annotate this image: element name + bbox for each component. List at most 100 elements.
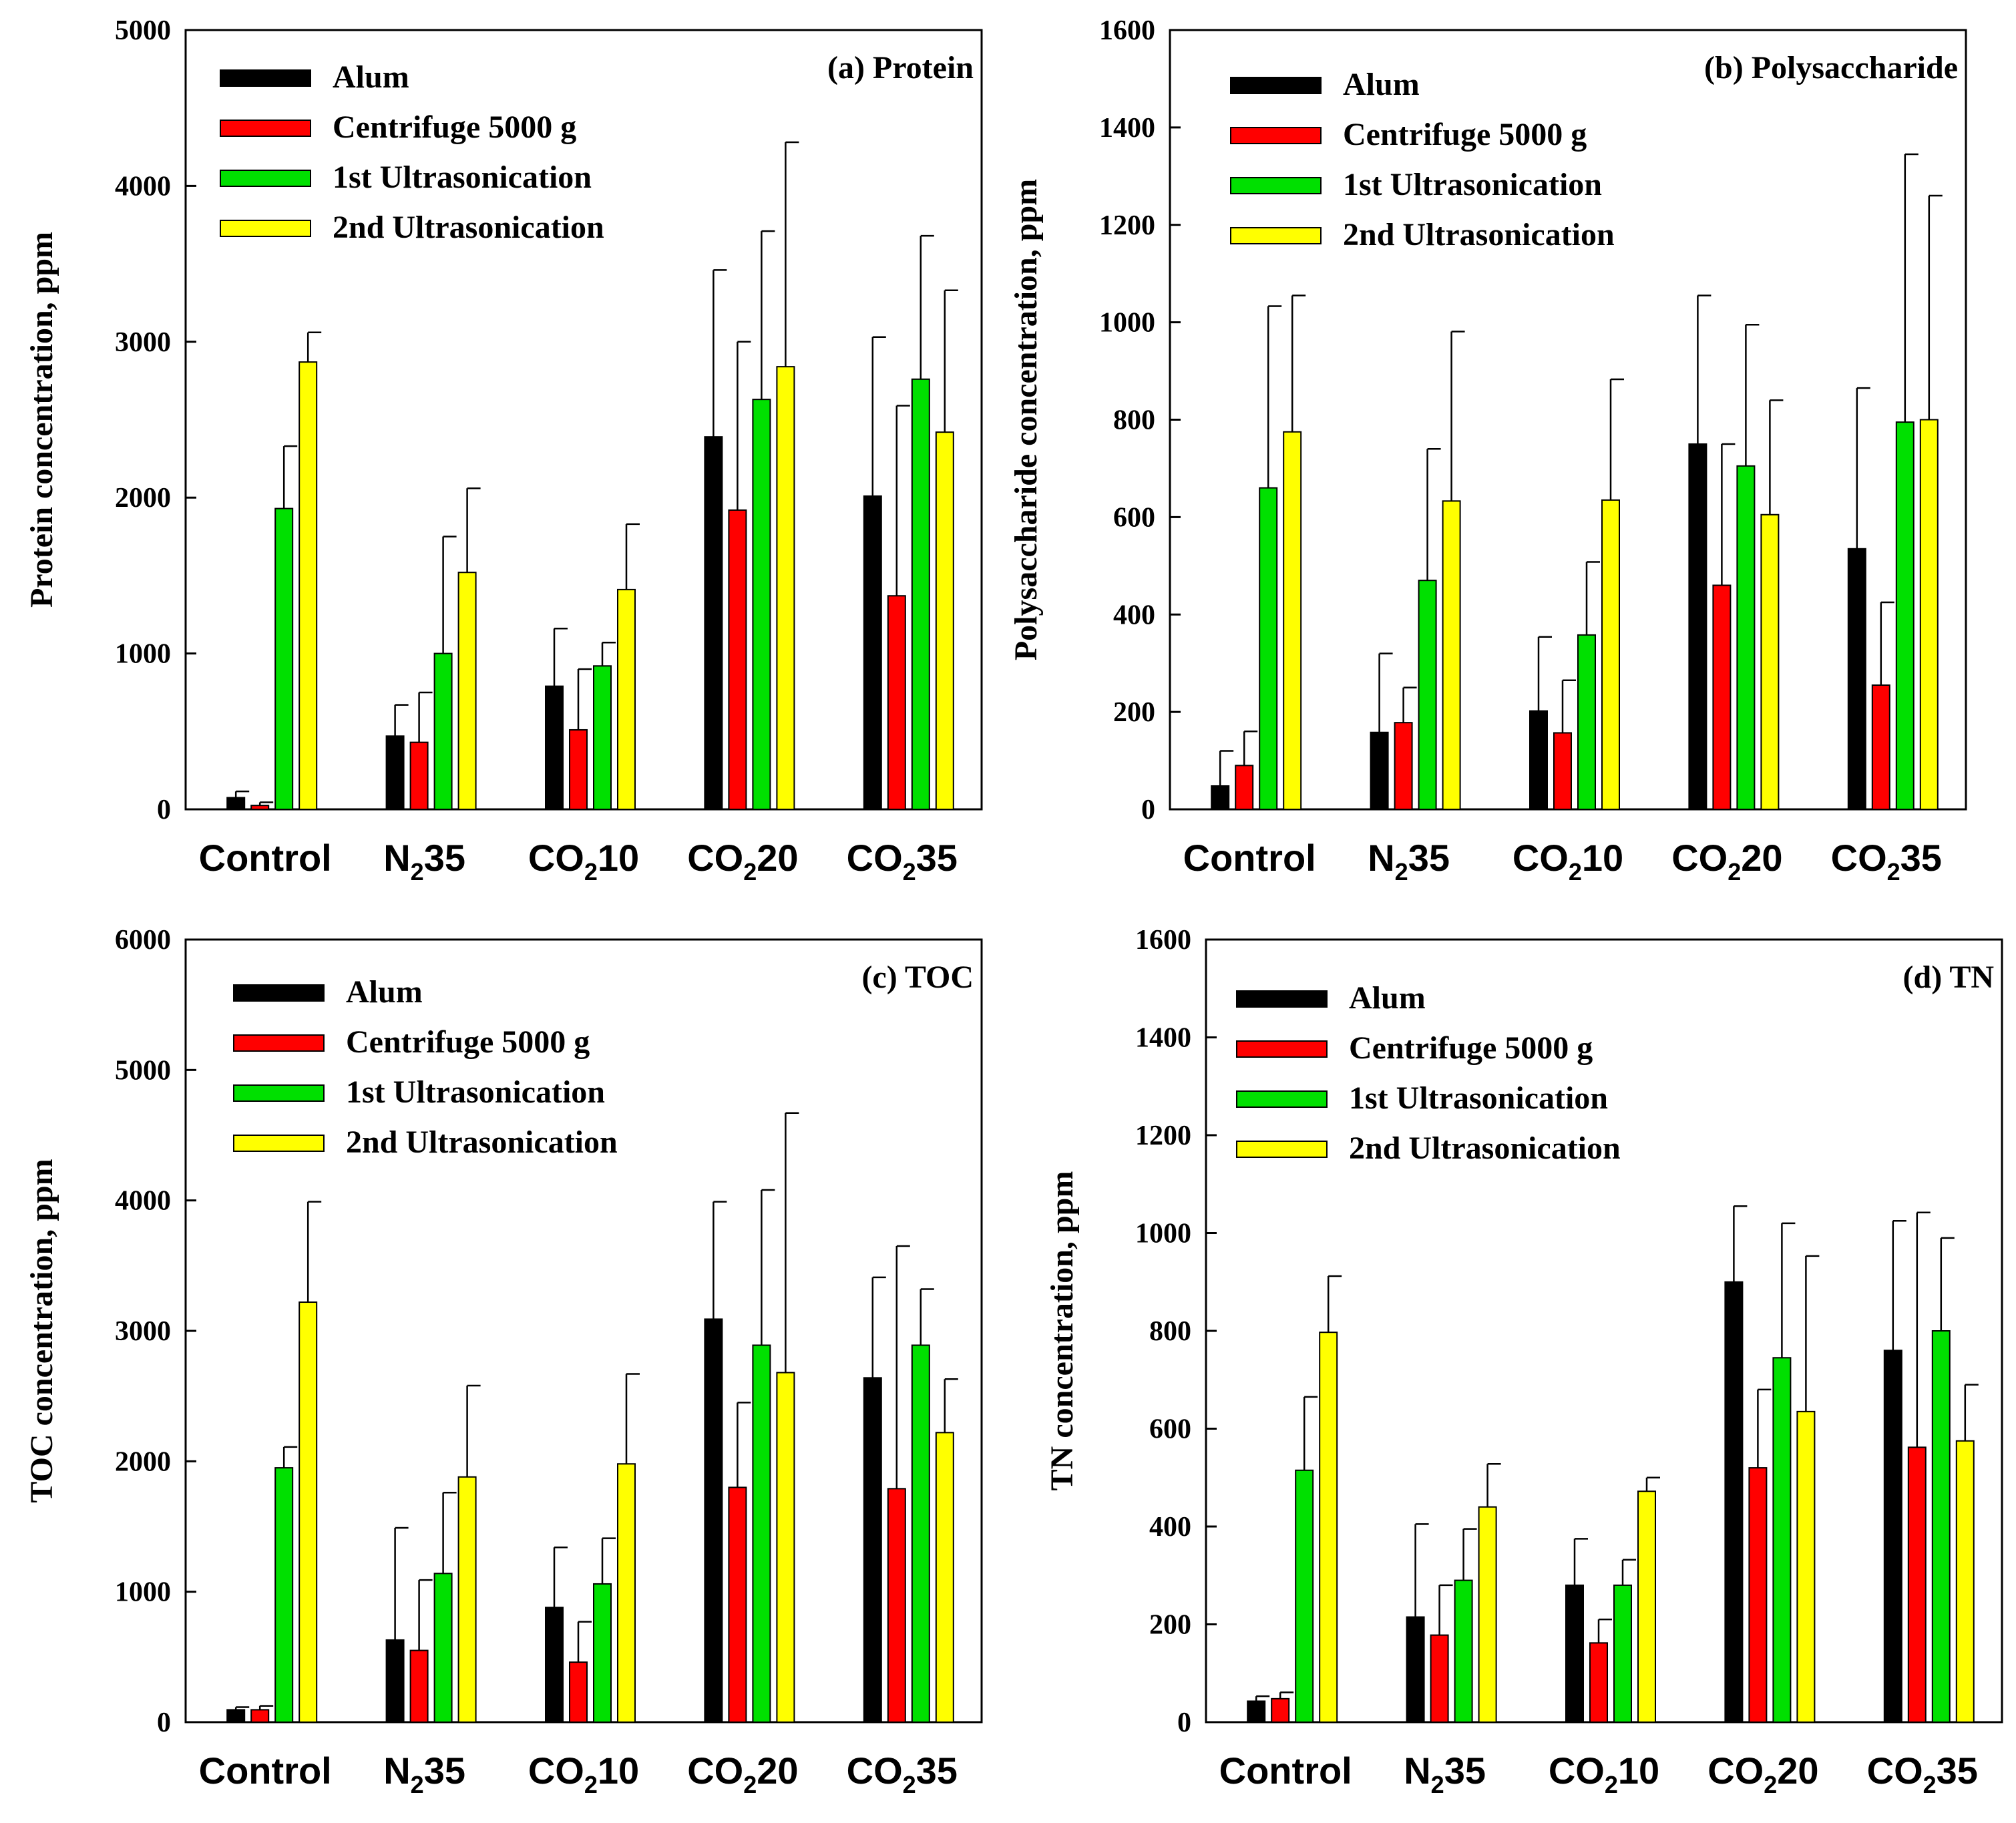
bar (887, 595, 906, 810)
y-tick-label: 0 (1141, 795, 1155, 825)
chart-panel-4: 0 200 400 600 800 1000 1200 1400 1600 TN concentr… (1044, 925, 2003, 1798)
x-tick-label: CO210 (1513, 837, 1623, 885)
x-tick-label: Control (1183, 837, 1316, 879)
bar (887, 1488, 906, 1723)
y-tick-label: 200 (1113, 697, 1155, 728)
x-tick-label: CO220 (687, 837, 798, 885)
y-tick-label: 0 (157, 795, 171, 825)
bar (1283, 431, 1302, 810)
x-tick-label: CO210 (528, 1750, 639, 1798)
panel-title: (a) Protein (827, 50, 974, 85)
bar (1430, 1634, 1449, 1723)
bar (226, 797, 246, 810)
y-tick-label: 800 (1149, 1316, 1191, 1347)
chart-panel-1: 0 1000 2000 3000 4000 5000 Protein concentrati… (24, 15, 983, 885)
bar (1478, 1506, 1497, 1723)
bar (1529, 710, 1548, 811)
bar (1271, 1697, 1290, 1724)
bar (1955, 1440, 1975, 1723)
bar (911, 378, 930, 810)
y-tick-label: 4000 (115, 171, 171, 202)
legend-swatch (220, 69, 311, 87)
legend-label: Alum (1343, 67, 1420, 102)
bar (1613, 1584, 1632, 1723)
y-tick-label: 1600 (1135, 925, 1191, 956)
y-tick-label: 6000 (115, 925, 171, 956)
bar (298, 1301, 318, 1723)
bar (863, 495, 882, 811)
chart-panel-2: 0 200 400 600 800 1000 1200 1400 1600 Polysacchar… (1008, 15, 1967, 885)
x-tick-label: CO220 (1671, 837, 1782, 885)
legend-label: Alum (333, 59, 409, 95)
bar (593, 665, 612, 810)
bar (457, 1476, 477, 1724)
y-tick-label: 0 (1177, 1707, 1191, 1738)
bar (1418, 580, 1437, 810)
legend-swatch (233, 984, 325, 1002)
bar (1370, 731, 1389, 811)
panel-title: (c) TOC (861, 960, 974, 995)
bar (385, 1639, 405, 1723)
bar (433, 652, 453, 810)
x-tick-label: Control (199, 837, 332, 879)
x-tick-label: CO220 (1707, 1750, 1818, 1798)
x-tick-label: CO235 (1831, 837, 1942, 885)
bar (1601, 499, 1620, 810)
legend-swatch (220, 220, 311, 237)
bar (728, 1486, 747, 1723)
bar (776, 1372, 795, 1723)
bar (1577, 634, 1596, 810)
y-tick-label: 2000 (115, 483, 171, 514)
panel-title: (b) Polysaccharide (1704, 50, 1958, 85)
legend-label: Centrifuge 5000 g (333, 110, 576, 145)
legend-swatch (1230, 227, 1322, 244)
bar (1247, 1700, 1266, 1723)
bar (457, 572, 477, 810)
legend-label: 2nd Ultrasonication (1343, 217, 1615, 252)
bar (728, 509, 747, 810)
y-tick-label: 1400 (1099, 113, 1155, 144)
bar (617, 588, 636, 810)
x-tick-label: N235 (1368, 837, 1450, 885)
y-tick-label: 200 (1149, 1610, 1191, 1641)
legend-swatch (1230, 77, 1322, 94)
bar (704, 436, 723, 810)
x-tick-label: CO235 (847, 1750, 958, 1798)
y-tick-label: 400 (1113, 600, 1155, 630)
legend-label: 2nd Ultrasonication (333, 210, 604, 245)
y-tick-label: 1200 (1135, 1121, 1191, 1151)
bar (1259, 487, 1278, 810)
bar (1688, 443, 1707, 810)
bar (1589, 1642, 1608, 1723)
y-tick-label: 4000 (115, 1186, 171, 1217)
y-axis-title: Protein concentration, ppm (24, 232, 59, 608)
y-tick-label: 3000 (115, 1316, 171, 1347)
bar (1919, 419, 1939, 810)
bar (1871, 684, 1890, 811)
y-tick-label: 0 (157, 1707, 171, 1738)
y-tick-label: 5000 (115, 1055, 171, 1086)
bar (1847, 548, 1866, 810)
bar (1712, 584, 1732, 810)
bar (1907, 1446, 1927, 1723)
bar (569, 729, 588, 810)
legend-label: 1st Ultrasonication (1349, 1080, 1608, 1116)
y-axis-title: Polysaccharide concentration, ppm (1008, 179, 1044, 660)
y-tick-label: 1600 (1099, 15, 1155, 46)
legend-swatch (1236, 1090, 1328, 1108)
bar (1295, 1469, 1314, 1723)
bar (433, 1573, 453, 1724)
legend-label: Centrifuge 5000 g (346, 1024, 590, 1060)
x-tick-label: CO210 (1549, 1750, 1659, 1798)
bar (545, 1607, 564, 1724)
legend-swatch (233, 1034, 325, 1052)
y-axis-title: TN concentration, ppm (1044, 1171, 1080, 1491)
y-tick-label: 1000 (1099, 308, 1155, 339)
x-tick-label: CO210 (528, 837, 639, 885)
y-tick-label: 3000 (115, 327, 171, 358)
bar (274, 1467, 294, 1724)
legend-label: Centrifuge 5000 g (1343, 117, 1587, 152)
bar (250, 1709, 270, 1724)
x-tick-label: CO235 (1867, 1750, 1978, 1798)
bar (1394, 722, 1413, 811)
